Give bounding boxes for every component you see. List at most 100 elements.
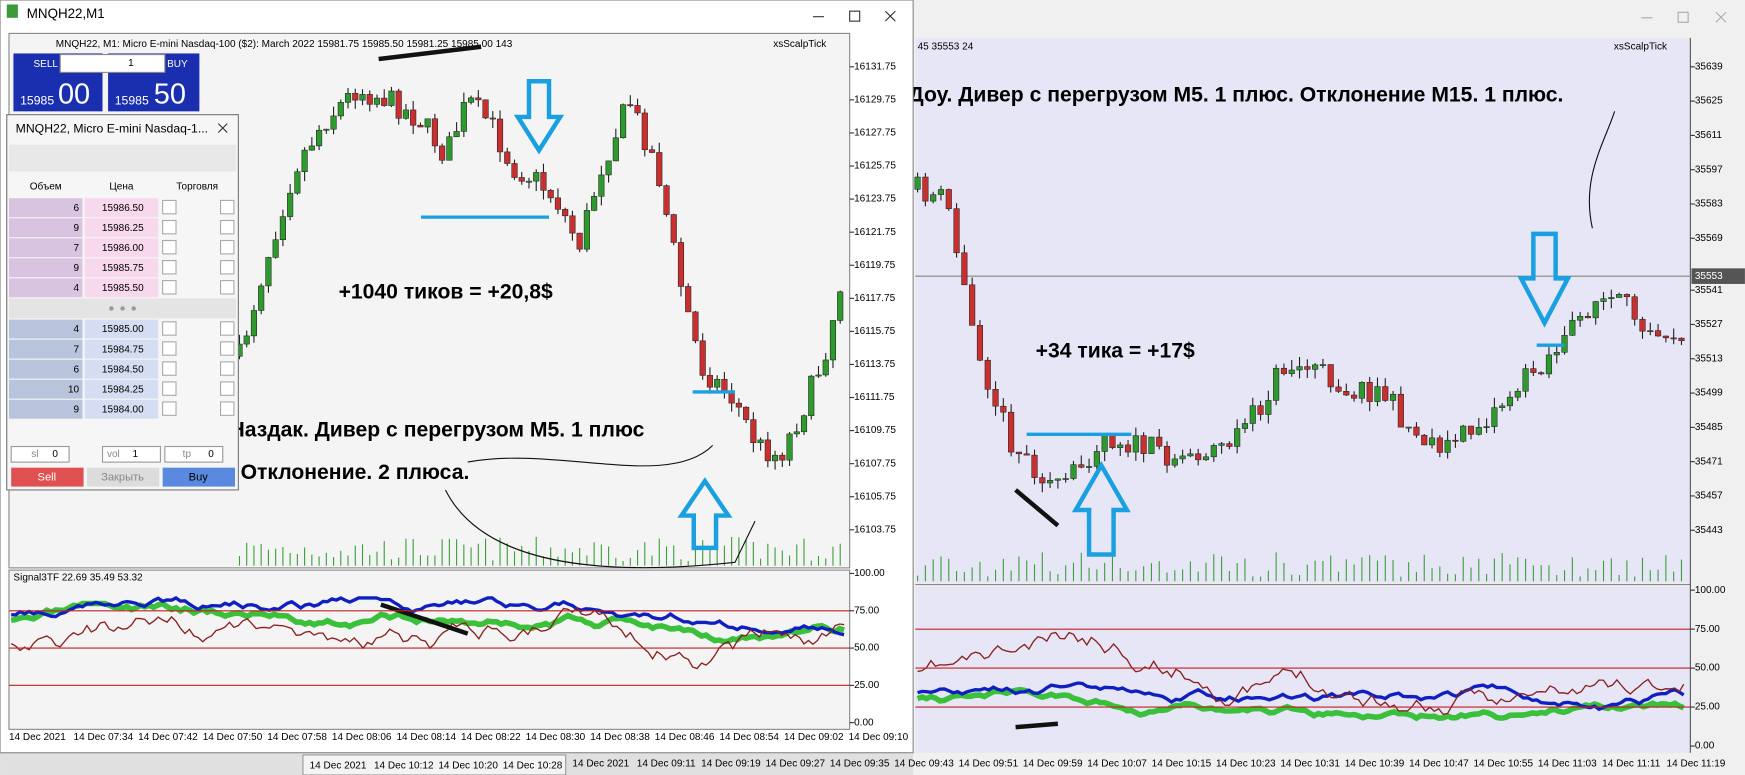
y-tick-label: 16123.75 <box>854 194 896 205</box>
candle-body <box>1202 456 1210 461</box>
order-field[interactable] <box>219 341 235 356</box>
tp-value: 0 <box>208 449 214 460</box>
candle-body <box>1179 455 1186 460</box>
vol-box[interactable] <box>101 445 161 463</box>
button-label: Buy <box>189 472 209 484</box>
order-field[interactable] <box>162 239 177 255</box>
window-buttons[interactable] <box>1641 11 1727 23</box>
y-tick-label: 100.00 <box>1695 585 1726 596</box>
candle-body <box>984 359 991 390</box>
sl-box[interactable] <box>10 445 70 463</box>
order-field[interactable] <box>219 401 235 416</box>
candle-body <box>1343 391 1350 396</box>
annotation: Наздак. Дивер с перегрузом М5. 1 плюс <box>229 419 644 442</box>
oscillator-line <box>10 606 845 670</box>
y-tick-label: 100.00 <box>854 568 885 579</box>
window-buttons[interactable] <box>812 10 896 22</box>
candle-body <box>583 210 590 250</box>
candle-body <box>402 109 410 119</box>
candle-body <box>706 375 713 388</box>
candle-body <box>634 105 641 114</box>
lots-box[interactable] <box>59 54 166 73</box>
sell-button[interactable] <box>11 467 84 487</box>
candle-body <box>1023 453 1030 456</box>
order-field[interactable] <box>219 219 235 235</box>
close-button[interactable] <box>86 467 160 487</box>
x-tick-label: 14 Dec 09:11 <box>637 759 696 770</box>
y-tick-label: 16119.75 <box>854 260 895 271</box>
candle-body <box>1647 330 1654 333</box>
tp-box[interactable] <box>164 445 224 463</box>
order-field[interactable] <box>219 260 235 275</box>
volume: 6 <box>74 364 80 375</box>
candle-body <box>1312 364 1319 370</box>
order-field[interactable] <box>162 219 177 235</box>
y-tick-label: 35457 <box>1695 491 1723 502</box>
x-tick-label: 14 Dec 09:02 <box>784 732 844 743</box>
candle-body <box>1078 464 1085 468</box>
candle-body <box>482 99 489 119</box>
candle-body <box>937 189 945 195</box>
order-field[interactable] <box>162 280 177 295</box>
candle-body <box>1140 435 1147 454</box>
y-tick-label: 35485 <box>1695 422 1723 433</box>
candle-body <box>1101 435 1108 452</box>
candle-body <box>250 310 258 337</box>
order-field[interactable] <box>219 239 235 255</box>
oscillator-line <box>917 631 1685 716</box>
y-tick-label: 35625 <box>1695 96 1723 107</box>
order-field[interactable] <box>162 321 177 336</box>
candle-body <box>1319 364 1326 366</box>
order-field[interactable] <box>219 361 235 376</box>
price: 15986.25 <box>102 223 144 234</box>
candle-body <box>922 176 929 202</box>
order-field[interactable] <box>162 260 177 275</box>
candle-body <box>518 177 525 182</box>
order-field[interactable] <box>162 341 177 356</box>
order-field[interactable] <box>162 381 177 396</box>
candle-body <box>1070 464 1077 479</box>
candle-body <box>1000 405 1007 413</box>
order-field[interactable] <box>219 381 235 396</box>
indicator-name: xsScalpTick <box>773 39 827 50</box>
candle-body <box>1514 390 1521 398</box>
order-field[interactable] <box>219 321 235 336</box>
y-tick-label: 16117.75 <box>854 293 895 304</box>
volume-cell <box>8 278 83 298</box>
candle-body <box>1655 330 1662 337</box>
order-field[interactable] <box>219 280 235 295</box>
candle-body <box>1623 294 1630 298</box>
pointer-lines <box>444 111 1616 569</box>
buy-button[interactable] <box>162 467 236 487</box>
volume: 6 <box>74 203 80 214</box>
app-icon <box>6 4 18 18</box>
candle-body <box>605 160 612 176</box>
candle-body <box>366 94 373 105</box>
candle-body <box>330 115 337 130</box>
y-tick-label: 35569 <box>1695 233 1723 244</box>
candle-body <box>969 284 976 326</box>
candle-body <box>1545 354 1553 375</box>
candle-body <box>591 195 598 211</box>
price: 15984.50 <box>102 364 144 375</box>
candle-body <box>1553 352 1560 356</box>
candle-body <box>914 176 921 190</box>
candle-body <box>627 104 634 107</box>
price: 15985.50 <box>102 283 144 294</box>
button-label: Закрыть <box>101 472 144 484</box>
candle-body <box>1086 466 1093 468</box>
close-button[interactable] <box>217 123 228 133</box>
candle-body <box>1491 407 1498 427</box>
candle-body <box>1358 381 1365 399</box>
order-field[interactable] <box>162 199 177 215</box>
order-field[interactable] <box>162 361 177 376</box>
order-field[interactable] <box>162 401 177 416</box>
candle-body <box>620 104 627 139</box>
candle-body <box>1499 405 1506 408</box>
candles <box>10 86 1685 722</box>
candle-body <box>757 439 764 443</box>
candle-body <box>764 439 771 462</box>
y-tick-label: 25.00 <box>854 680 879 691</box>
order-field[interactable] <box>219 199 235 215</box>
candle-body <box>468 97 475 103</box>
